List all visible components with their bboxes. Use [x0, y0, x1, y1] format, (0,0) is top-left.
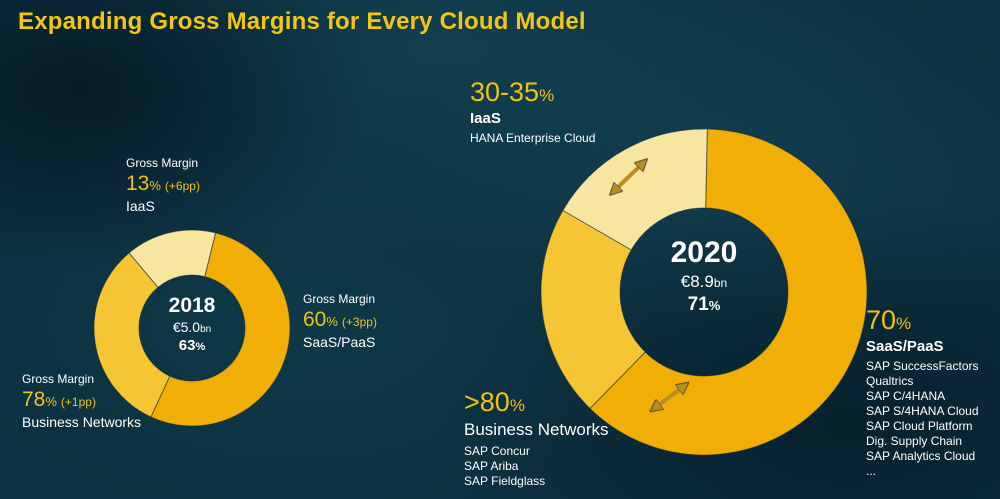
product-list: SAP Concur SAP Ariba SAP Fieldglass	[464, 444, 609, 489]
segment-label: IaaS	[126, 198, 155, 215]
product-line: SAP Cloud Platform	[866, 419, 973, 434]
donut-segment-saas-paas	[589, 128, 868, 456]
donut-segment-saas-paas	[150, 232, 291, 427]
segment-label: SaaS/PaaS	[303, 334, 376, 351]
donut-2020-total-margin: 71%	[687, 294, 721, 316]
donut-2018-revenue: €5.0bn	[172, 319, 212, 336]
product-line: SAP Fieldglass	[464, 473, 546, 488]
product-line: SAP Analytics Cloud	[866, 449, 976, 464]
callout-2020-iaas: 30-35% IaaS HANA Enterprise Cloud	[470, 78, 595, 146]
callout-2018-iaas: Gross Margin 13% (+6pp) IaaS	[126, 156, 200, 215]
donut-2020-center-label: 2020 €8.9bn 71%	[634, 236, 774, 318]
product-list: HANA Enterprise Cloud	[470, 131, 595, 146]
product-line: ...	[866, 464, 877, 479]
callout-2018-saas-paas: Gross Margin 60% (+3pp) SaaS/PaaS	[303, 292, 377, 351]
donut-2020-year: 2020	[670, 236, 738, 269]
segment-label: Business Networks	[464, 420, 609, 440]
segment-label: SaaS/PaaS	[866, 338, 944, 356]
segment-label: IaaS	[470, 110, 501, 128]
callout-2020-saas-paas: 70% SaaS/PaaS SAP SuccessFactors Qualtri…	[866, 306, 979, 479]
callout-2018-business-networks: Gross Margin 78% (+1pp) Business Networks	[22, 372, 141, 431]
donut-chart-2020	[540, 128, 868, 456]
gross-margin-heading: Gross Margin	[22, 372, 95, 386]
product-line: SAP Concur	[464, 443, 530, 458]
margin-range-value: >80%	[464, 387, 525, 417]
shift-arrow-bottom-icon	[655, 386, 684, 408]
product-line: Dig. Supply Chain	[866, 434, 963, 449]
callout-2020-business-networks: >80% Business Networks SAP Concur SAP Ar…	[464, 388, 609, 489]
product-line: SAP SuccessFactors	[866, 359, 979, 374]
donut-segment-business-networks	[93, 252, 171, 418]
gross-margin-value: 13% (+6pp)	[126, 172, 200, 195]
gross-margin-value: 60% (+3pp)	[303, 308, 377, 331]
margin-range-value: 30-35%	[470, 77, 555, 107]
donut-2018-center-label: 2018 €5.0bn 63%	[132, 294, 252, 356]
donut-2018-total-margin: 63%	[178, 337, 206, 355]
product-line: Qualtrics	[866, 374, 914, 389]
segment-label: Business Networks	[22, 414, 142, 431]
page-title: Expanding Gross Margins for Every Cloud …	[18, 8, 586, 35]
donut-chart-2018	[93, 229, 291, 427]
donut-2018-year: 2018	[168, 294, 216, 317]
product-line: HANA Enterprise Cloud	[470, 131, 596, 146]
product-line: SAP S/4HANA Cloud	[866, 404, 979, 419]
gross-margin-value: 78% (+1pp)	[22, 388, 96, 411]
product-list: SAP SuccessFactors Qualtrics SAP C/4HANA…	[866, 359, 979, 479]
gross-margin-heading: Gross Margin	[303, 292, 376, 306]
shift-arrow-top-icon	[614, 163, 643, 191]
product-line: SAP C/4HANA	[866, 389, 946, 404]
margin-range-value: 70%	[866, 305, 912, 335]
product-line: SAP Ariba	[464, 458, 519, 473]
gross-margin-heading: Gross Margin	[126, 156, 199, 170]
donut-segment-business-networks	[540, 209, 646, 410]
donut-2020-revenue: €8.9bn	[680, 271, 728, 291]
